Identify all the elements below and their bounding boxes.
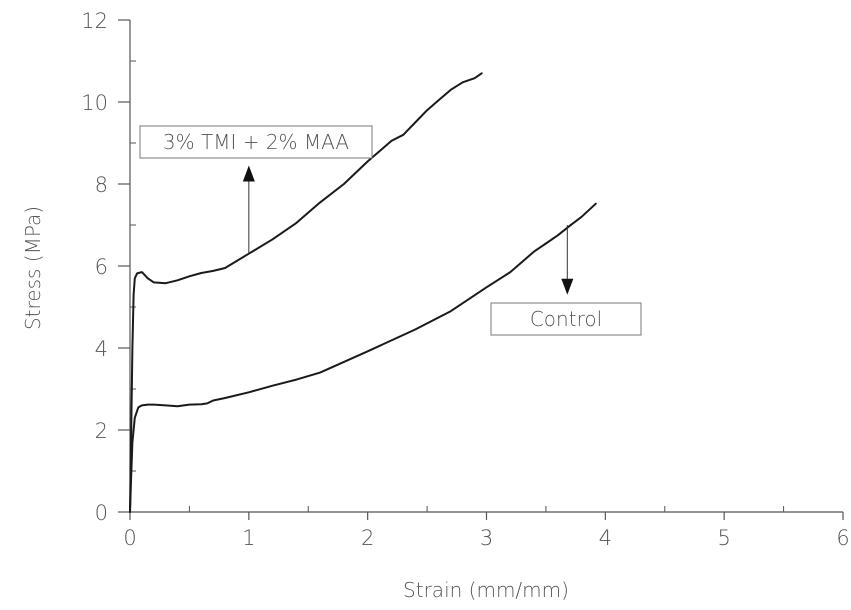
y-tick-label: 12 — [81, 9, 108, 33]
y-tick-label: 10 — [81, 91, 108, 115]
annotation-label-tmi-maa: 3% TMI + 2% MAA — [163, 130, 350, 154]
x-tick-label: 5 — [717, 526, 730, 550]
x-tick-label: 4 — [599, 526, 612, 550]
series — [129, 72, 597, 513]
x-tick-label: 3 — [480, 526, 493, 550]
y-tick-label: 6 — [95, 255, 108, 279]
y-tick-label: 4 — [95, 337, 108, 361]
annotation-label-control-box — [490, 302, 642, 336]
axes — [129, 20, 843, 513]
series-tmi-maa-line — [129, 72, 483, 513]
y-tick-label: 2 — [95, 419, 108, 443]
annotation-arrowhead — [561, 278, 574, 295]
x-tick-label: 1 — [242, 526, 255, 550]
x-tick-label: 2 — [361, 526, 374, 550]
annotation-label-control: Control — [530, 307, 602, 331]
x-axis-title: Strain (mm/mm) — [403, 578, 569, 602]
y-axis-title: Stress (MPa) — [21, 206, 45, 330]
series-control-line — [129, 202, 597, 513]
annotation-label-tmi-maa-box — [139, 125, 373, 159]
y-tick-label: 8 — [95, 173, 108, 197]
annotation-arrowhead — [242, 165, 255, 182]
x-tick-label: 6 — [836, 526, 849, 550]
annotations: 3% TMI + 2% MAA Control — [139, 125, 642, 336]
x-tick-label: 0 — [123, 526, 136, 550]
y-tick-label: 0 — [95, 501, 108, 525]
